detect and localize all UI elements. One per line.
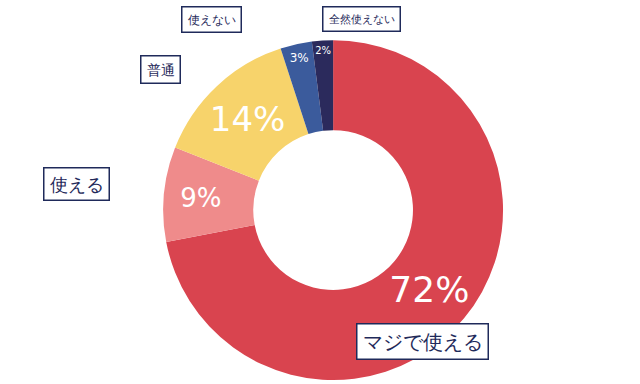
svg-text:普通: 普通: [147, 62, 175, 78]
svg-text:マジで使える: マジで使える: [363, 330, 483, 354]
svg-text:使えない: 使えない: [188, 13, 236, 27]
svg-text:9%: 9%: [180, 183, 221, 213]
svg-text:14%: 14%: [210, 99, 286, 139]
svg-text:72%: 72%: [389, 269, 469, 310]
svg-text:2%: 2%: [315, 45, 331, 56]
svg-text:全然使えない: 全然使えない: [329, 13, 395, 26]
svg-text:3%: 3%: [290, 51, 309, 65]
svg-text:使える: 使える: [50, 174, 104, 195]
